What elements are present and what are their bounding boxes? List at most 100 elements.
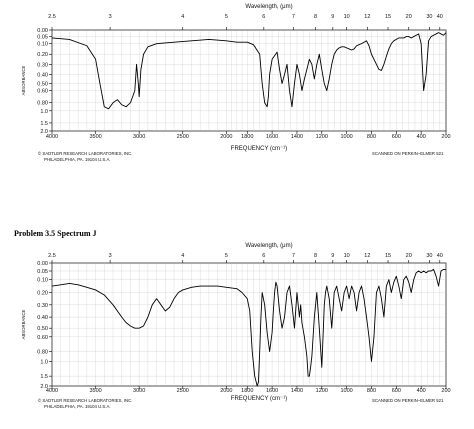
x-tick-label: 1600 <box>266 388 278 394</box>
wavelength-tick-label: 9 <box>331 14 334 20</box>
x-tick-label: 600 <box>392 134 401 140</box>
spectrum-panel-2: Problem 3.5 Spectrum J 4000 3500 3000 2500 20… <box>14 229 451 409</box>
y-axis-label: ABSORBANCE <box>21 65 26 95</box>
y-tick-label: 0.05 <box>37 35 48 41</box>
x-tick-label: 2000 <box>220 388 232 394</box>
x-tick-label: 1600 <box>266 134 278 140</box>
wavelength-tick-label: 20 <box>406 253 412 259</box>
wavelength-tick-label: 3 <box>109 14 112 20</box>
x-tick-label: 4000 <box>46 388 58 394</box>
wavelength-tick-label: 40 <box>437 253 443 259</box>
wavelength-tick-label: 2.5 <box>48 253 56 259</box>
wavelength-tick-label: 3 <box>109 253 112 259</box>
y-tick-label: 2.0 <box>40 129 48 135</box>
wavelength-tick-label: 30 <box>426 14 432 20</box>
wavelength-axis-label: Wavelength, (μm) <box>245 243 292 249</box>
y-tick-label: 0.10 <box>37 42 48 48</box>
y-tick-label: 2.0 <box>40 384 48 390</box>
y-tick-label: 1.0 <box>40 359 48 365</box>
x-tick-label: 400 <box>417 388 426 394</box>
spectrum-trace <box>51 268 446 387</box>
spectrum-panel-1: 4000 3500 3000 2500 2000 1800 1600 1400 1200 1000… <box>21 4 451 162</box>
y-tick-label: 0.80 <box>37 101 48 107</box>
wavelength-tick-label: 15 <box>385 253 391 259</box>
wavelength-tick-label: 2.5 <box>48 14 56 20</box>
x-tick-label: 800 <box>367 134 376 140</box>
x-tick-label: 2500 <box>177 388 189 394</box>
x-tick-label: 3000 <box>133 134 145 140</box>
wavelength-tick-label: 4 <box>181 253 184 259</box>
x-tick-label: 1200 <box>316 134 328 140</box>
wavelength-tick-label: 7 <box>292 253 295 259</box>
wavelength-tick-label: 8 <box>314 253 317 259</box>
y-tick-label: 0.60 <box>37 335 48 341</box>
y-tick-label: 0.80 <box>37 350 48 356</box>
y-tick-label: 0.00 <box>37 261 48 267</box>
y-tick-label: 0.30 <box>37 303 48 309</box>
x-tick-label: 2500 <box>177 134 189 140</box>
credit-right: SCANNED ON PERKIN–ELMER 521 <box>372 398 444 403</box>
credit-right: SCANNED ON PERKIN–ELMER 521 <box>372 151 444 156</box>
x-tick-label: 3000 <box>133 388 145 394</box>
x-tick-label: 1000 <box>341 388 353 394</box>
wavelength-tick-label: 8 <box>314 14 317 20</box>
x-tick-label: 800 <box>367 388 376 394</box>
wavelength-tick-label: 9 <box>331 253 334 259</box>
x-tick-label: 1400 <box>291 388 303 394</box>
x-tick-label: 200 <box>441 388 450 394</box>
wavelength-tick-label: 10 <box>344 14 350 20</box>
y-tick-label: 1.0 <box>40 109 48 115</box>
x-tick-label: 1400 <box>291 134 303 140</box>
x-tick-label: 1800 <box>241 388 253 394</box>
wavelength-tick-label: 12 <box>364 14 370 20</box>
x-tick-label: 600 <box>392 388 401 394</box>
y-tick-label: 0.40 <box>37 315 48 321</box>
y-tick-label: 0.50 <box>37 326 48 332</box>
y-tick-label: 1.5 <box>40 121 48 127</box>
wavelength-tick-label: 6 <box>262 14 265 20</box>
credit-left-line-1: © SADTLER RESEARCH LABORATORIES, INC. <box>38 398 132 403</box>
wavelength-tick-label: 7 <box>292 14 295 20</box>
wavelength-axis-label: Wavelength, (μm) <box>245 4 292 10</box>
y-tick-label: 0.20 <box>37 52 48 58</box>
credit-left-line-2: PHILADELPHIA, PA. 19104 U.S.A. <box>44 157 111 162</box>
wavelength-tick-label: 12 <box>364 253 370 259</box>
x-tick-label: 1800 <box>241 134 253 140</box>
x-tick-label: 200 <box>441 134 450 140</box>
y-tick-label: 0.10 <box>37 278 48 284</box>
y-tick-label: 0.60 <box>37 89 48 95</box>
wavelength-tick-label: 10 <box>344 253 350 259</box>
x-tick-label: 3500 <box>89 134 101 140</box>
x-axis-label: FREQUENCY (cm⁻¹) <box>231 396 287 402</box>
x-tick-label: 2000 <box>220 134 232 140</box>
wavelength-tick-label: 6 <box>262 253 265 259</box>
y-tick-label: 0.00 <box>37 28 48 34</box>
y-tick-label: 0.30 <box>37 62 48 68</box>
x-tick-label: 3500 <box>89 388 101 394</box>
x-tick-label: 4000 <box>46 134 58 140</box>
credit-left-line-1: © SADTLER RESEARCH LABORATORIES, INC. <box>38 151 132 156</box>
y-tick-label: 0.40 <box>37 72 48 78</box>
plot-frame <box>51 29 447 132</box>
wavelength-tick-label: 4 <box>181 14 184 20</box>
x-tick-label: 1000 <box>341 134 353 140</box>
wavelength-tick-label: 20 <box>406 14 412 20</box>
panel-title: Problem 3.5 Spectrum J <box>14 229 97 238</box>
spectrum-trace <box>51 32 447 110</box>
credit-left-line-2: PHILADELPHIA, PA. 19104 U.S.A. <box>44 404 111 409</box>
x-tick-label: 400 <box>417 134 426 140</box>
plot-frame <box>51 262 447 387</box>
x-tick-label: 1200 <box>316 388 328 394</box>
x-axis-label: FREQUENCY (cm⁻¹) <box>231 146 287 152</box>
wavelength-tick-label: 5 <box>225 253 228 259</box>
y-tick-label: 1.5 <box>40 374 48 380</box>
wavelength-tick-label: 40 <box>437 14 443 20</box>
y-tick-label: 0.50 <box>37 82 48 88</box>
wavelength-tick-label: 30 <box>426 253 432 259</box>
wavelength-tick-label: 5 <box>225 14 228 20</box>
y-axis-label: ABSORBANCE <box>21 309 26 339</box>
y-tick-label: 0.05 <box>37 269 48 275</box>
wavelength-tick-label: 15 <box>385 14 391 20</box>
y-tick-label: 0.20 <box>37 291 48 297</box>
